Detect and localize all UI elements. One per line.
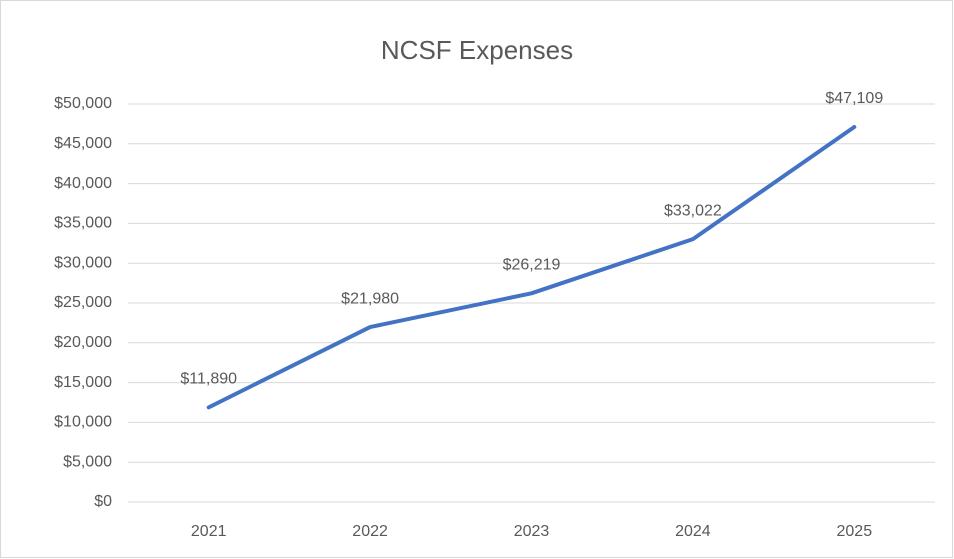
y-tick-label: $5,000 bbox=[63, 453, 112, 470]
y-tick-label: $0 bbox=[94, 493, 112, 510]
y-tick-label: $50,000 bbox=[54, 95, 112, 112]
y-tick-label: $25,000 bbox=[54, 294, 112, 311]
data-label: $26,219 bbox=[503, 257, 561, 274]
x-tick-label: 2025 bbox=[837, 523, 873, 540]
x-tick-label: 2024 bbox=[675, 523, 711, 540]
y-tick-label: $10,000 bbox=[54, 414, 112, 431]
x-tick-label: 2022 bbox=[352, 523, 388, 540]
x-tick-label: 2021 bbox=[191, 523, 227, 540]
y-tick-label: $35,000 bbox=[54, 215, 112, 232]
y-tick-label: $20,000 bbox=[54, 334, 112, 351]
chart-title: NCSF Expenses bbox=[381, 35, 573, 65]
series-line bbox=[206, 125, 857, 410]
y-tick-label: $45,000 bbox=[54, 135, 112, 152]
data-label: $33,022 bbox=[664, 202, 722, 219]
y-tick-label: $40,000 bbox=[54, 175, 112, 192]
x-tick-label: 2023 bbox=[514, 523, 550, 540]
data-label: $11,890 bbox=[180, 371, 237, 388]
y-tick-label: $30,000 bbox=[54, 254, 112, 271]
data-label: $47,109 bbox=[825, 90, 883, 107]
data-label: $21,980 bbox=[341, 290, 399, 307]
y-tick-label: $15,000 bbox=[54, 374, 112, 391]
